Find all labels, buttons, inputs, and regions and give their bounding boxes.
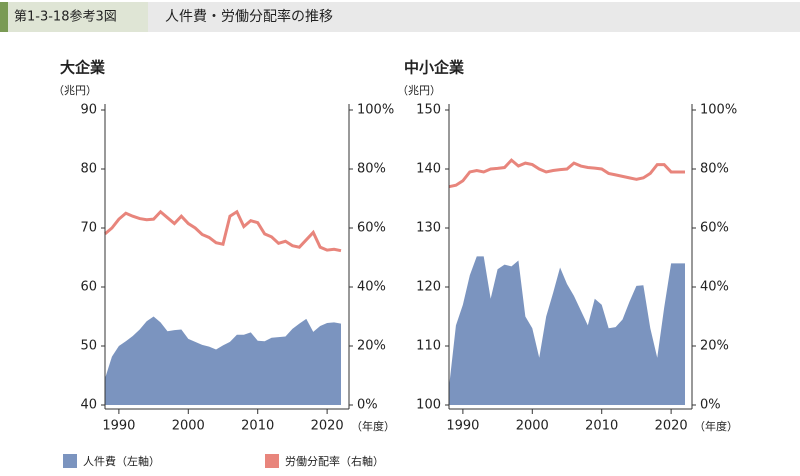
- x-tick-label: 2000: [172, 419, 205, 434]
- x-tick-label: 2020: [655, 419, 688, 434]
- y-tick-label: 120: [416, 280, 441, 295]
- y-tick-label: 70: [80, 221, 97, 236]
- x-tick-label: 2020: [311, 419, 344, 434]
- y-tick-label: 50: [80, 339, 97, 354]
- y-tick-label: 80: [80, 162, 97, 177]
- legend-swatch: [265, 454, 279, 468]
- x-unit-label: （年度）: [351, 419, 395, 433]
- y2-tick-label: 100%: [700, 103, 737, 118]
- y-tick-label: 60: [80, 280, 97, 295]
- y2-tick-label: 0%: [700, 398, 721, 413]
- y2-tick-label: 40%: [357, 280, 386, 295]
- x-tick-label: 1990: [446, 419, 479, 434]
- figure-no-box: [8, 2, 148, 32]
- y2-tick-label: 40%: [700, 280, 729, 295]
- y-tick-label: 110: [416, 339, 441, 354]
- y-tick-label: 140: [416, 162, 441, 177]
- x-tick-label: 2010: [585, 419, 618, 434]
- line: [448, 158, 685, 189]
- y-tick-label: 100: [416, 398, 441, 413]
- legend-label: 労働分配率（右軸）: [285, 454, 384, 468]
- panel-title: 大企業: [60, 59, 106, 77]
- y2-tick-label: 20%: [700, 339, 729, 354]
- y-unit-label: （兆円）: [397, 84, 441, 97]
- y2-tick-label: 80%: [357, 162, 386, 177]
- y2-tick-label: 60%: [700, 221, 729, 236]
- legend-label: 人件費（左軸）: [83, 454, 160, 468]
- x-tick-label: 1990: [102, 419, 135, 434]
- line: [104, 209, 342, 253]
- area: [105, 316, 341, 405]
- y-tick-label: 40: [80, 398, 97, 413]
- y2-tick-label: 60%: [357, 221, 386, 236]
- y-tick-label: 90: [80, 103, 97, 118]
- y2-tick-label: 100%: [357, 103, 394, 118]
- header-stripe: [0, 2, 8, 32]
- legend-swatch: [63, 454, 77, 468]
- y2-tick-label: 80%: [700, 162, 729, 177]
- y-tick-label: 130: [416, 221, 441, 236]
- x-tick-label: 2010: [241, 419, 274, 434]
- y2-tick-label: 0%: [357, 398, 378, 413]
- x-tick-label: 2000: [516, 419, 549, 434]
- panel-title: 中小企業: [404, 59, 465, 77]
- y2-tick-label: 20%: [357, 339, 386, 354]
- y-unit-label: （兆円）: [53, 84, 97, 97]
- y-tick-label: 150: [416, 103, 441, 118]
- area: [449, 256, 685, 405]
- figure-no: 第1-3-18参考3図: [14, 9, 117, 25]
- x-unit-label: （年度）: [694, 419, 738, 433]
- header-title: 人件費・労働分配率の推移: [165, 8, 333, 25]
